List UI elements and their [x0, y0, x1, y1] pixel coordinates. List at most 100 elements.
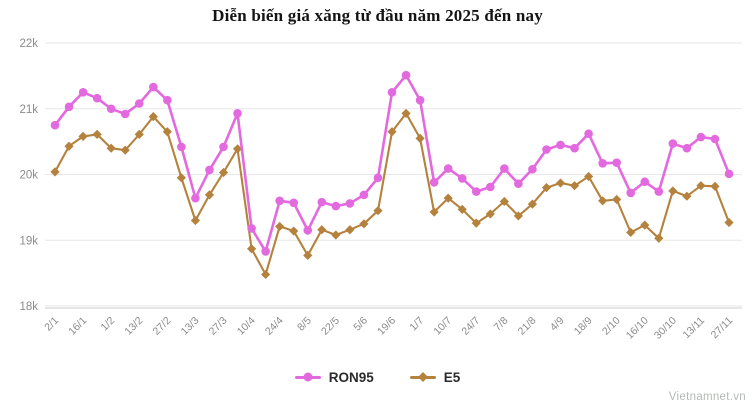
data-point-e5 — [612, 194, 622, 205]
data-point-e5 — [429, 207, 439, 217]
data-point-ron95 — [443, 164, 453, 173]
x-axis-tick-label: 13/11 — [681, 315, 708, 342]
data-point-ron95 — [387, 88, 397, 97]
data-point-ron95 — [584, 129, 593, 139]
data-point-e5 — [289, 226, 299, 236]
data-point-ron95 — [247, 224, 256, 233]
data-point-e5 — [204, 190, 215, 200]
data-point-ron95 — [654, 187, 664, 196]
data-point-e5 — [724, 217, 734, 228]
x-axis-tick-label: 27/11 — [709, 315, 736, 342]
data-point-e5 — [710, 181, 720, 191]
legend-item-e5: E5 — [409, 370, 460, 385]
x-axis-tick-label: 18/9 — [572, 315, 595, 338]
data-point-ron95 — [500, 164, 509, 173]
y-axis-tick-label: 20k — [19, 170, 38, 182]
data-point-e5 — [345, 225, 355, 235]
data-point-e5 — [569, 181, 580, 191]
data-point-e5 — [654, 233, 664, 243]
data-point-ron95 — [219, 142, 228, 152]
data-point-ron95 — [78, 88, 88, 97]
x-axis-tick-label: 13/2 — [122, 315, 145, 338]
x-axis-tick-label: 2/10 — [600, 315, 623, 338]
data-point-ron95 — [668, 139, 678, 148]
data-point-e5 — [598, 196, 608, 206]
data-point-ron95 — [163, 95, 172, 105]
data-point-e5 — [64, 141, 74, 151]
data-point-e5 — [457, 204, 467, 214]
x-axis-tick-label: 1/7 — [407, 315, 426, 334]
data-point-ron95 — [429, 178, 439, 187]
data-point-ron95 — [415, 95, 425, 105]
data-point-ron95 — [401, 70, 411, 80]
y-axis-tick-label: 19k — [19, 235, 38, 247]
x-axis-tick-label: 5/6 — [351, 315, 370, 334]
y-axis-tick-label: 18k — [19, 301, 38, 313]
data-point-e5 — [92, 129, 102, 139]
data-point-ron95 — [471, 187, 481, 196]
data-point-e5 — [176, 173, 186, 183]
data-point-ron95 — [317, 197, 327, 207]
data-point-ron95 — [556, 140, 565, 150]
data-point-e5 — [148, 112, 158, 122]
data-point-ron95 — [261, 247, 270, 256]
data-point-ron95 — [177, 142, 186, 152]
data-point-ron95 — [373, 173, 383, 183]
data-point-e5 — [359, 219, 369, 229]
x-axis-tick-label: 8/5 — [295, 315, 314, 334]
data-point-ron95 — [331, 201, 341, 211]
data-point-e5 — [78, 131, 88, 141]
data-point-e5 — [134, 129, 144, 139]
data-point-ron95 — [233, 109, 242, 118]
data-point-e5 — [513, 211, 523, 221]
watermark-text: Vietnamnet.vn — [668, 391, 746, 403]
data-point-ron95 — [542, 145, 551, 154]
x-axis-tick-label: 24/4 — [263, 315, 286, 338]
legend-label-ron95: RON95 — [328, 369, 374, 385]
x-axis-tick-label: 10/7 — [431, 315, 454, 338]
data-point-ron95 — [275, 196, 284, 206]
data-point-e5 — [232, 144, 243, 154]
x-axis-tick-label: 22/5 — [319, 315, 342, 338]
data-point-ron95 — [598, 159, 607, 168]
ron95-line-marker-icon — [294, 372, 321, 382]
x-axis-tick-label: 27/3 — [207, 315, 230, 338]
data-point-e5 — [485, 209, 495, 219]
x-axis-tick-label: 7/8 — [492, 315, 511, 334]
data-point-ron95 — [486, 182, 495, 192]
data-point-e5 — [527, 199, 538, 209]
data-point-e5 — [387, 127, 397, 137]
data-point-ron95 — [205, 165, 214, 175]
x-axis-tick-label: 19/6 — [375, 315, 398, 338]
data-point-e5 — [696, 181, 706, 191]
data-point-e5 — [317, 225, 327, 235]
data-point-ron95 — [640, 177, 650, 187]
legend: RON95 E5 — [0, 367, 755, 387]
data-point-ron95 — [514, 179, 523, 189]
data-point-ron95 — [303, 226, 313, 235]
data-point-ron95 — [682, 143, 692, 153]
data-point-ron95 — [710, 134, 720, 144]
data-point-ron95 — [64, 102, 74, 112]
data-point-ron95 — [106, 104, 116, 114]
y-axis-tick-label: 21k — [19, 104, 38, 116]
x-axis-tick-label: 4/9 — [548, 315, 567, 334]
data-point-ron95 — [134, 99, 144, 108]
data-point-ron95 — [92, 93, 102, 103]
data-point-e5 — [246, 244, 257, 254]
data-point-ron95 — [570, 143, 579, 153]
data-point-ron95 — [724, 169, 734, 179]
x-axis-tick-label: 24/7 — [459, 315, 482, 338]
x-axis-tick-label: 2/1 — [42, 315, 61, 334]
data-point-e5 — [106, 143, 116, 153]
data-point-e5 — [120, 145, 130, 155]
x-axis-tick-label: 30/10 — [652, 315, 679, 342]
data-point-e5 — [401, 108, 411, 118]
data-point-e5 — [583, 171, 594, 182]
data-point-e5 — [218, 167, 229, 178]
x-axis-tick-label: 13/3 — [179, 315, 202, 338]
data-point-e5 — [443, 193, 453, 203]
x-axis-tick-label: 16/10 — [624, 315, 651, 342]
